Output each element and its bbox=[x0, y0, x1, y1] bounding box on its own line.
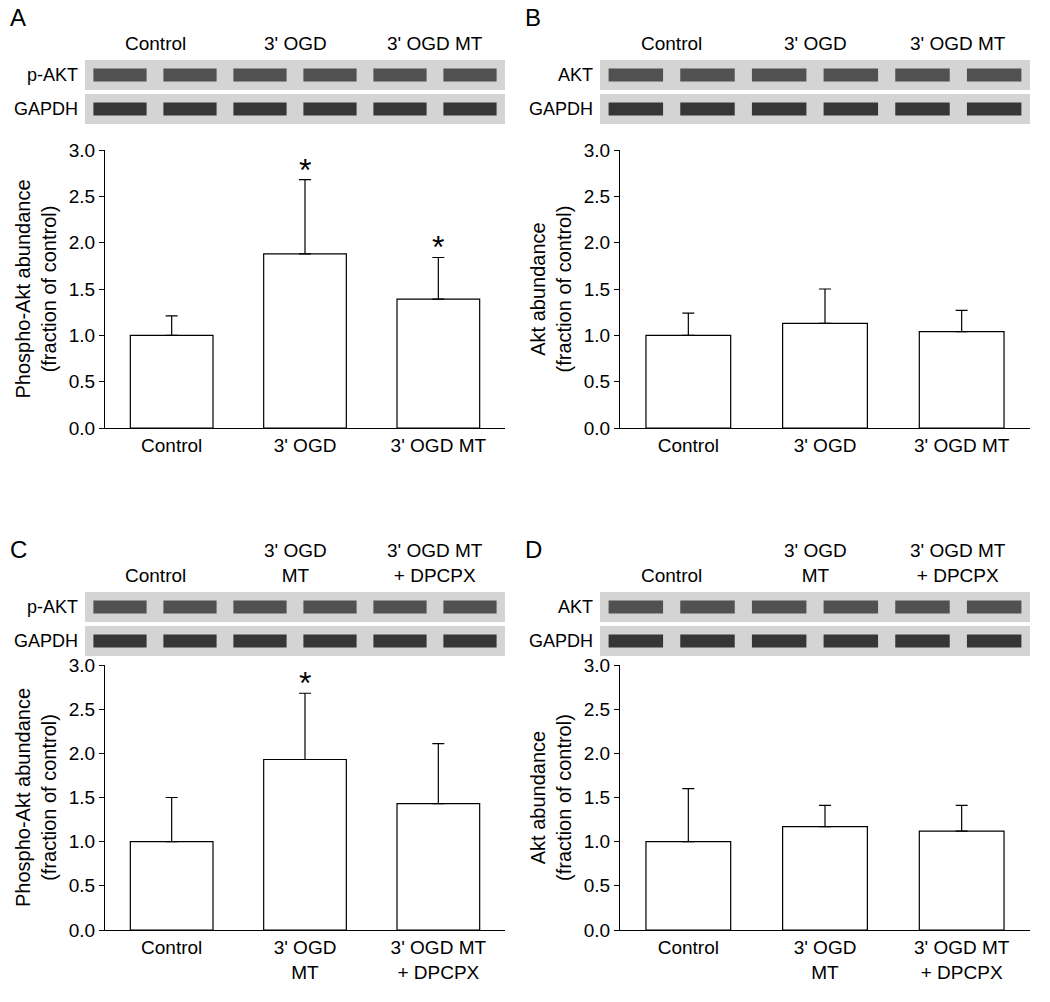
svg-text:3.0: 3.0 bbox=[584, 140, 610, 161]
svg-text:*: * bbox=[299, 152, 311, 188]
svg-text:2.5: 2.5 bbox=[584, 699, 610, 720]
svg-text:C: C bbox=[10, 536, 27, 563]
svg-text:Control: Control bbox=[658, 435, 719, 456]
svg-text:Control: Control bbox=[141, 435, 202, 456]
svg-text:1.0: 1.0 bbox=[584, 325, 610, 346]
svg-text:3' OGDMT: 3' OGDMT bbox=[784, 540, 847, 586]
svg-text:1.0: 1.0 bbox=[69, 831, 95, 852]
svg-text:GAPDH: GAPDH bbox=[14, 99, 78, 119]
svg-text:3' OGD MT: 3' OGD MT bbox=[910, 33, 1006, 54]
svg-text:3' OGD MT+ DPCPX: 3' OGD MT+ DPCPX bbox=[910, 540, 1006, 586]
svg-text:0.5: 0.5 bbox=[584, 371, 610, 392]
svg-text:GAPDH: GAPDH bbox=[14, 631, 78, 651]
svg-text:3' OGD MT: 3' OGD MT bbox=[387, 33, 483, 54]
svg-text:AKT: AKT bbox=[558, 597, 593, 617]
svg-text:p-AKT: p-AKT bbox=[27, 65, 78, 85]
svg-text:Akt abundance(fraction of cont: Akt abundance(fraction of control) bbox=[527, 714, 575, 881]
svg-text:0.0: 0.0 bbox=[69, 920, 95, 941]
svg-text:2.5: 2.5 bbox=[69, 699, 95, 720]
svg-text:1.5: 1.5 bbox=[69, 787, 95, 808]
svg-text:0.0: 0.0 bbox=[69, 418, 95, 439]
svg-text:Phospho-Akt abundance(fraction: Phospho-Akt abundance(fraction of contro… bbox=[12, 179, 60, 398]
svg-text:2.5: 2.5 bbox=[584, 186, 610, 207]
svg-text:1.5: 1.5 bbox=[584, 279, 610, 300]
svg-text:Control: Control bbox=[125, 565, 186, 586]
svg-text:Akt abundance(fraction of cont: Akt abundance(fraction of control) bbox=[527, 206, 575, 373]
svg-text:0.5: 0.5 bbox=[584, 875, 610, 896]
svg-text:2.5: 2.5 bbox=[69, 186, 95, 207]
svg-text:3' OGD MT: 3' OGD MT bbox=[914, 435, 1010, 456]
svg-text:A: A bbox=[10, 4, 26, 31]
svg-text:3' OGDMT: 3' OGDMT bbox=[264, 540, 327, 586]
svg-text:2.0: 2.0 bbox=[584, 743, 610, 764]
svg-text:3.0: 3.0 bbox=[584, 655, 610, 676]
svg-text:Control: Control bbox=[141, 937, 202, 958]
svg-text:3' OGDMT: 3' OGDMT bbox=[794, 937, 857, 983]
svg-text:*: * bbox=[432, 229, 444, 265]
svg-text:1.0: 1.0 bbox=[584, 831, 610, 852]
svg-text:0.0: 0.0 bbox=[584, 920, 610, 941]
svg-text:AKT: AKT bbox=[558, 65, 593, 85]
svg-text:p-AKT: p-AKT bbox=[27, 597, 78, 617]
svg-text:3' OGD: 3' OGD bbox=[274, 435, 337, 456]
svg-text:D: D bbox=[525, 536, 542, 563]
svg-text:Control: Control bbox=[658, 937, 719, 958]
svg-text:GAPDH: GAPDH bbox=[529, 631, 593, 651]
svg-text:3' OGD: 3' OGD bbox=[794, 435, 857, 456]
svg-text:3' OGD: 3' OGD bbox=[264, 33, 327, 54]
svg-text:GAPDH: GAPDH bbox=[529, 99, 593, 119]
svg-text:2.0: 2.0 bbox=[584, 232, 610, 253]
svg-text:B: B bbox=[525, 4, 541, 31]
svg-text:3' OGD MT+ DPCPX: 3' OGD MT+ DPCPX bbox=[387, 540, 483, 586]
svg-text:3' OGD MT+ DPCPX: 3' OGD MT+ DPCPX bbox=[914, 937, 1010, 983]
svg-text:2.0: 2.0 bbox=[69, 232, 95, 253]
svg-text:3' OGD: 3' OGD bbox=[784, 33, 847, 54]
svg-text:3.0: 3.0 bbox=[69, 140, 95, 161]
svg-text:Control: Control bbox=[641, 565, 702, 586]
svg-text:3' OGD MT+ DPCPX: 3' OGD MT+ DPCPX bbox=[391, 937, 487, 983]
svg-text:*: * bbox=[299, 665, 311, 701]
svg-text:0.5: 0.5 bbox=[69, 371, 95, 392]
svg-text:Control: Control bbox=[125, 33, 186, 54]
svg-text:0.5: 0.5 bbox=[69, 875, 95, 896]
svg-text:Control: Control bbox=[641, 33, 702, 54]
svg-text:Phospho-Akt abundance(fraction: Phospho-Akt abundance(fraction of contro… bbox=[12, 688, 60, 907]
svg-text:3' OGDMT: 3' OGDMT bbox=[274, 937, 337, 983]
svg-text:2.0: 2.0 bbox=[69, 743, 95, 764]
svg-text:3' OGD MT: 3' OGD MT bbox=[391, 435, 487, 456]
svg-text:3.0: 3.0 bbox=[69, 655, 95, 676]
svg-text:1.5: 1.5 bbox=[69, 279, 95, 300]
svg-text:1.0: 1.0 bbox=[69, 325, 95, 346]
svg-text:1.5: 1.5 bbox=[584, 787, 610, 808]
svg-text:0.0: 0.0 bbox=[584, 418, 610, 439]
